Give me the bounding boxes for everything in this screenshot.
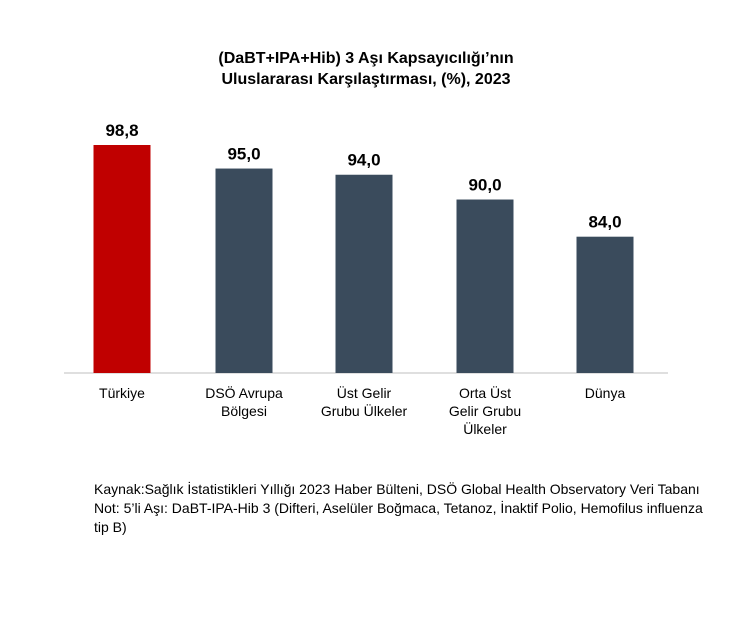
bar-4	[576, 236, 634, 373]
category-label-2: Üst Gelir Grubu Ülkeler	[321, 384, 408, 419]
category-label-3: Orta Üst Gelir Grubu Ülkeler	[449, 384, 521, 437]
value-label-4: 84,0	[588, 213, 621, 232]
value-label-3: 90,0	[468, 176, 501, 195]
value-label-2: 94,0	[347, 151, 380, 170]
bar-2	[335, 174, 393, 373]
bar-3	[456, 199, 514, 373]
bar-0	[93, 145, 151, 373]
category-label-0: Türkiye	[99, 385, 145, 401]
footnote: Kaynak:Sağlık İstatistikleri Yıllığı 202…	[94, 480, 704, 537]
bar-1	[215, 168, 273, 373]
category-label-1: DSÖ Avrupa Bölgesi	[205, 384, 283, 419]
chart-title-line-1: (DaBT+IPA+Hib) 3 Aşı Kapsayıcılığı’nın	[218, 50, 514, 67]
value-label-0: 98,8	[105, 121, 138, 140]
category-label-4: Dünya	[585, 385, 626, 401]
footnote-source: Kaynak:Sağlık İstatistikleri Yıllığı 202…	[94, 481, 700, 497]
footnote-note: Not: 5’li Aşı: DaBT-IPA-Hib 3 (Difteri, …	[94, 500, 703, 535]
chart-title: (DaBT+IPA+Hib) 3 Aşı Kapsayıcılığı’nın U…	[0, 48, 732, 90]
value-label-1: 95,0	[227, 145, 260, 164]
chart-title-line-2: Uluslararası Karşılaştırması, (%), 2023	[221, 71, 511, 88]
